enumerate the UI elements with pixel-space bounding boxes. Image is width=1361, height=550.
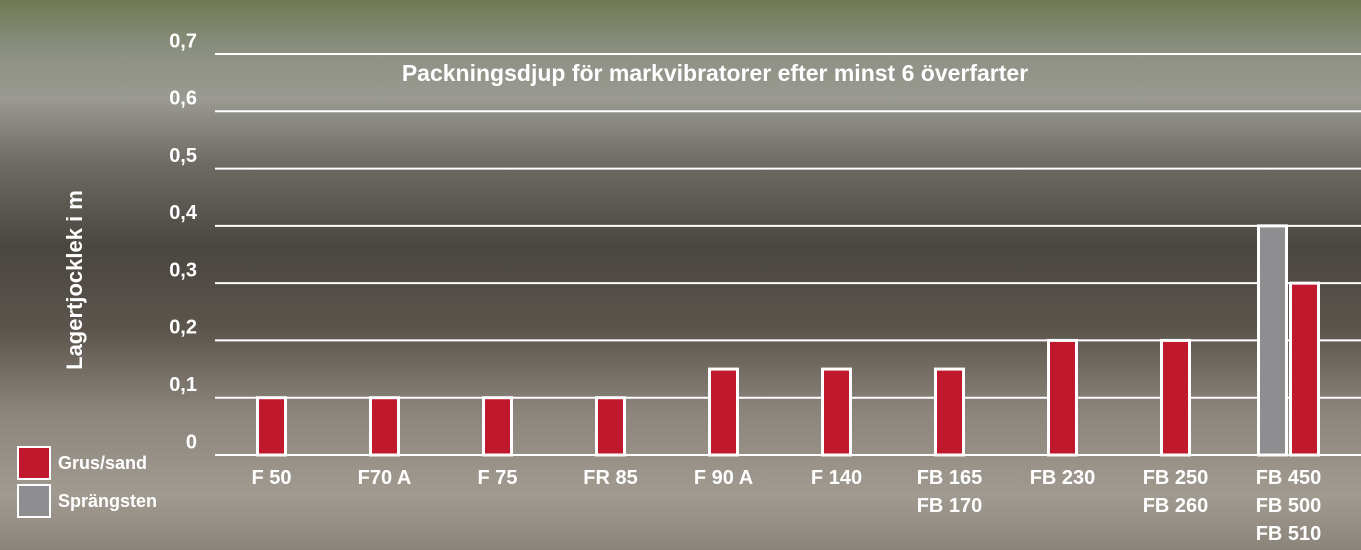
x-tick-label: FB 230 — [1003, 464, 1123, 492]
bar — [371, 398, 399, 455]
bar — [484, 398, 512, 455]
x-tick-label: FB 450 FB 500 FB 510 — [1229, 464, 1349, 548]
chart-title: Packningsdjup för markvibratorer efter m… — [402, 60, 1028, 86]
y-tick-label: 0,7 — [169, 30, 197, 52]
bar — [597, 398, 625, 455]
y-tick-label: 0,1 — [169, 374, 197, 396]
legend-swatch — [18, 485, 50, 517]
bar — [710, 369, 738, 455]
x-tick-label: F 90 A — [664, 464, 784, 492]
legend-swatch — [18, 447, 50, 479]
legend-label: Sprängsten — [58, 491, 157, 511]
bar — [258, 398, 286, 455]
y-tick-label: 0,2 — [169, 317, 197, 339]
y-tick-label: 0,3 — [169, 259, 197, 281]
y-tick-label: 0,5 — [169, 145, 197, 167]
x-tick-label: F 140 — [777, 464, 897, 492]
x-tick-label: F 50 — [212, 464, 332, 492]
bar — [1049, 340, 1077, 455]
x-tick-label: F70 A — [325, 464, 445, 492]
y-tick-label: 0 — [186, 431, 197, 453]
bar — [936, 369, 964, 455]
x-tick-label: FB 165 FB 170 — [890, 464, 1010, 520]
bar — [1259, 226, 1287, 455]
x-tick-label: F 75 — [438, 464, 558, 492]
bar — [1162, 340, 1190, 455]
y-tick-label: 0,6 — [169, 88, 197, 110]
x-tick-label: FB 250 FB 260 — [1116, 464, 1236, 520]
y-tick-label: 0,4 — [169, 202, 198, 224]
x-tick-label: FR 85 — [551, 464, 671, 492]
bar — [1291, 283, 1319, 455]
legend-label: Grus/sand — [58, 453, 147, 473]
chart: Packningsdjup för markvibratorer efter m… — [0, 0, 1361, 550]
y-axis-title: Lagertjocklek i m — [62, 190, 87, 370]
bar — [823, 369, 851, 455]
